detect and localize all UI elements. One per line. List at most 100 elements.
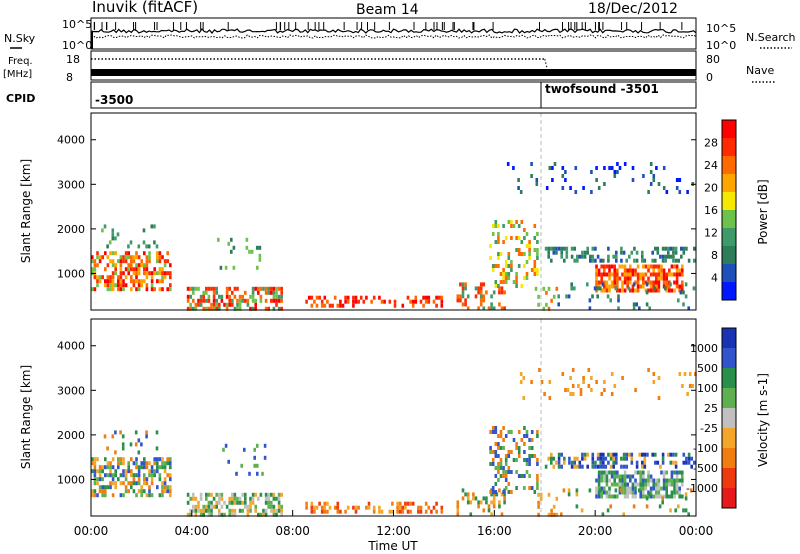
heatmap-cell	[219, 265, 223, 270]
colorbar-tick-label: -25	[700, 422, 718, 435]
heatmap-cell	[264, 298, 268, 303]
heatmap-cell	[625, 456, 628, 461]
heatmap-cell	[649, 494, 653, 499]
heatmap-cell	[310, 295, 314, 300]
heatmap-cell	[649, 486, 653, 491]
heatmap-cell	[626, 490, 629, 495]
heatmap-cell	[357, 505, 360, 510]
ytick-label: 1000	[57, 473, 85, 486]
heatmap-cell	[494, 442, 498, 446]
heatmap-cell	[681, 280, 684, 285]
heatmap-cell	[602, 452, 605, 457]
heatmap-cell	[253, 463, 256, 468]
heatmap-cell	[244, 496, 247, 501]
heatmap-cell	[655, 276, 658, 281]
heatmap-cell	[111, 232, 115, 237]
heatmap-cell	[143, 461, 146, 466]
heatmap-cell	[270, 286, 273, 291]
heatmap-cell	[680, 254, 683, 259]
heatmap-cell	[595, 264, 598, 269]
heatmap-cell	[145, 493, 149, 498]
heatmap-cell	[121, 442, 125, 447]
heatmap-cell	[205, 508, 208, 513]
heatmap-cell	[662, 186, 666, 190]
heatmap-cell	[261, 471, 264, 476]
heatmap-cell	[409, 509, 412, 514]
heatmap-cell	[145, 481, 149, 486]
heatmap-cell	[101, 469, 104, 474]
heatmap-cell	[254, 508, 257, 513]
heatmap-cell	[547, 254, 550, 259]
heatmap-cell	[583, 452, 587, 457]
heatmap-cell	[143, 271, 146, 276]
heatmap-cell	[264, 492, 268, 497]
heatmap-cell	[665, 288, 668, 293]
heatmap-cell	[657, 264, 661, 269]
heatmap-cell	[169, 493, 172, 498]
heatmap-cell	[122, 255, 125, 260]
heatmap-cell	[161, 457, 164, 462]
heatmap-cell	[210, 286, 213, 291]
heatmap-cell	[256, 245, 259, 250]
heatmap-cell	[674, 460, 678, 465]
heatmap-cell	[212, 294, 216, 299]
heatmap-cell	[621, 486, 624, 491]
heatmap-cell	[137, 255, 141, 260]
heatmap-cell	[499, 430, 503, 434]
heatmap-cell	[313, 299, 316, 304]
heatmap-cell	[169, 271, 172, 276]
heatmap-cell	[169, 485, 172, 490]
heatmap-cell	[530, 380, 533, 384]
freq-drop	[544, 58, 548, 70]
heatmap-cell	[590, 170, 593, 174]
heatmap-cell	[257, 286, 260, 291]
heatmap-cell	[660, 272, 663, 277]
heatmap-cell	[662, 482, 666, 487]
heatmap-cell	[555, 496, 559, 501]
heatmap-cell	[199, 492, 203, 497]
heatmap-cell	[535, 182, 539, 186]
heatmap-cell	[127, 271, 130, 276]
heatmap-cell	[610, 272, 614, 277]
heatmap-cell	[161, 255, 164, 260]
heatmap-cell	[600, 470, 603, 475]
heatmap-cell	[427, 505, 431, 510]
heatmap-cell	[440, 505, 444, 510]
heatmap-cell	[538, 368, 541, 372]
heatmap-cell	[536, 256, 539, 260]
heatmap-cell	[670, 474, 674, 479]
heatmap-cell	[517, 450, 521, 454]
heatmap-cell	[603, 388, 606, 392]
heatmap-cell	[568, 460, 571, 465]
heatmap-cell	[479, 282, 483, 287]
heatmap-cell	[220, 492, 224, 497]
heatmap-cell	[536, 458, 539, 462]
heatmap-cell	[528, 458, 531, 462]
heatmap-cell	[581, 250, 584, 255]
freq-panel-frame	[90, 50, 697, 81]
heatmap-cell	[597, 478, 601, 483]
noise-tick-left-high: 10^5	[62, 18, 92, 31]
heatmap-cell	[659, 464, 662, 469]
heatmap-cell	[631, 284, 635, 289]
heatmap-cell	[132, 489, 136, 494]
colorbar-segment	[722, 408, 736, 429]
heatmap-cell	[244, 290, 247, 295]
heatmap-cell	[573, 286, 576, 291]
heatmap-cell	[590, 388, 593, 392]
heatmap-cell	[497, 256, 500, 260]
heatmap-cell	[525, 434, 529, 438]
heatmap-cell	[587, 368, 591, 372]
heatmap-cell	[497, 224, 500, 228]
heatmap-cell	[156, 255, 159, 260]
heatmap-cell	[241, 500, 244, 505]
heatmap-cell	[491, 268, 495, 272]
heatmap-cell	[616, 288, 619, 293]
heatmap-cell	[96, 263, 99, 268]
heatmap-cell	[359, 295, 363, 300]
heatmap-cell	[688, 372, 692, 376]
heatmap-cell	[617, 294, 620, 299]
heatmap-cell	[101, 255, 104, 260]
heatmap-cell	[536, 430, 539, 434]
heatmap-cell	[225, 290, 229, 295]
